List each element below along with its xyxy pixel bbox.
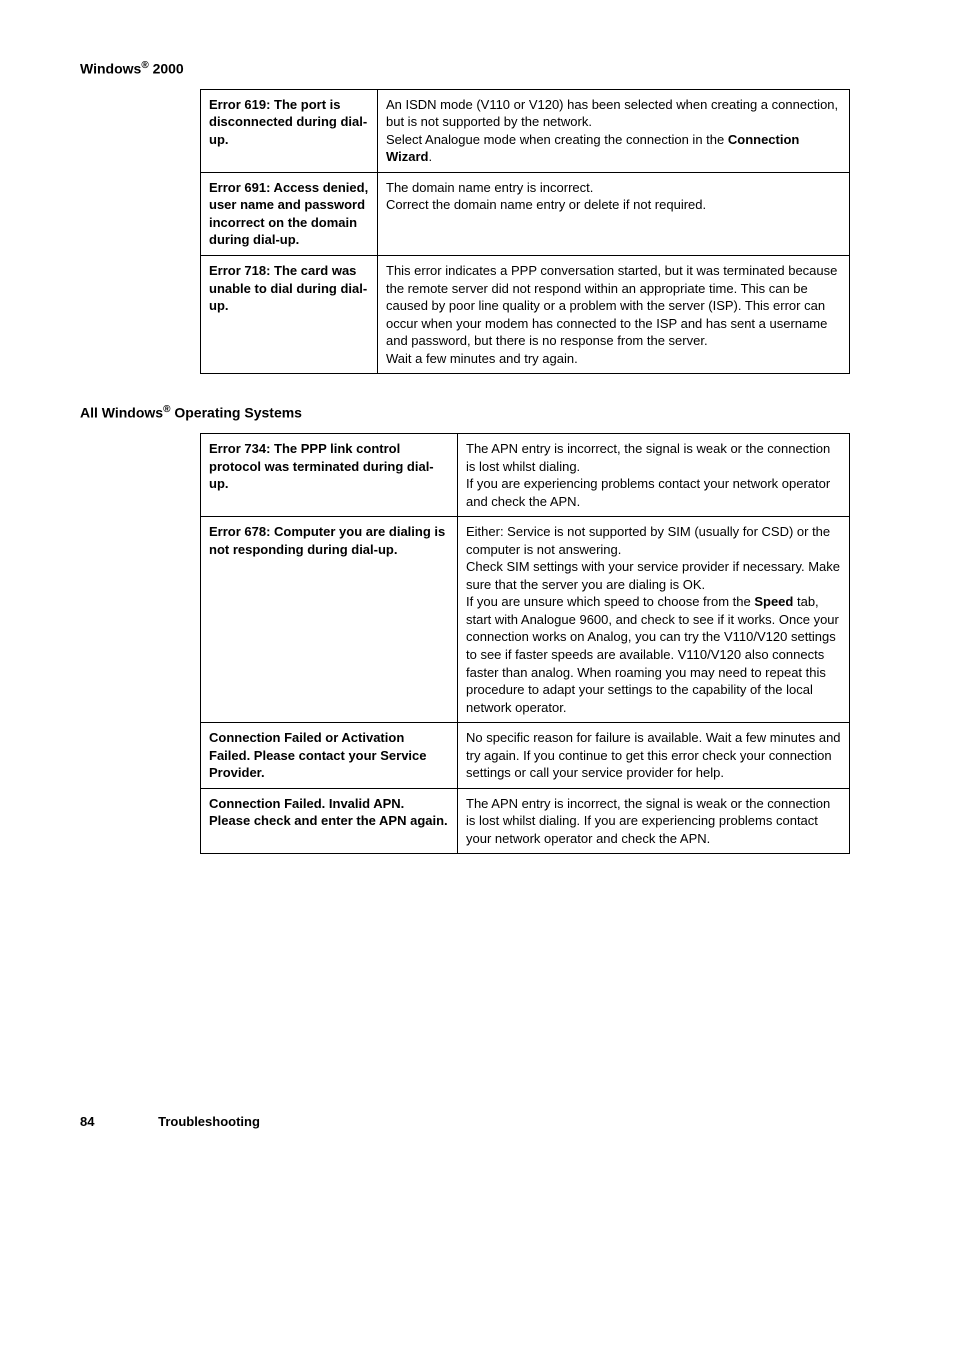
error-label: Connection Failed or Activation Failed. …: [201, 723, 458, 789]
error-label: Error 619: The port is disconnected duri…: [201, 89, 378, 172]
table-row: Connection Failed. Invalid APN. Please c…: [201, 788, 850, 854]
error-label: Error 678: Computer you are dialing is n…: [201, 517, 458, 723]
error-body: The APN entry is incorrect, the signal i…: [458, 788, 850, 854]
table-row: Connection Failed or Activation Failed. …: [201, 723, 850, 789]
error-body: Either: Service is not supported by SIM …: [458, 517, 850, 723]
allwindows-table: Error 734: The PPP link control protocol…: [200, 433, 850, 854]
error-label: Error 691: Access denied, user name and …: [201, 172, 378, 255]
heading-prefix: All Windows: [80, 405, 163, 421]
section-heading-allwindows: All Windows® Operating Systems: [80, 404, 874, 421]
error-body: No specific reason for failure is availa…: [458, 723, 850, 789]
footer-page-number: 84: [80, 1114, 94, 1129]
footer-title: Troubleshooting: [158, 1114, 260, 1129]
heading-suffix: 2000: [149, 61, 184, 77]
table-row: Error 718: The card was unable to dial d…: [201, 256, 850, 374]
table-row: Error 619: The port is disconnected duri…: [201, 89, 850, 172]
table-row: Error 691: Access denied, user name and …: [201, 172, 850, 255]
heading-suffix: Operating Systems: [170, 405, 302, 421]
error-body: An ISDN mode (V110 or V120) has been sel…: [378, 89, 850, 172]
win2000-table: Error 619: The port is disconnected duri…: [200, 89, 850, 375]
error-label: Error 718: The card was unable to dial d…: [201, 256, 378, 374]
page-footer: 84 Troubleshooting: [80, 1114, 874, 1129]
heading-prefix: Windows: [80, 61, 141, 77]
error-body: This error indicates a PPP conversation …: [378, 256, 850, 374]
section-heading-win2000: Windows® 2000: [80, 60, 874, 77]
error-body: The APN entry is incorrect, the signal i…: [458, 433, 850, 516]
registered-symbol: ®: [141, 60, 148, 71]
table-row: Error 678: Computer you are dialing is n…: [201, 517, 850, 723]
table-row: Error 734: The PPP link control protocol…: [201, 433, 850, 516]
error-body: The domain name entry is incorrect.Corre…: [378, 172, 850, 255]
error-label: Connection Failed. Invalid APN. Please c…: [201, 788, 458, 854]
error-label: Error 734: The PPP link control protocol…: [201, 433, 458, 516]
